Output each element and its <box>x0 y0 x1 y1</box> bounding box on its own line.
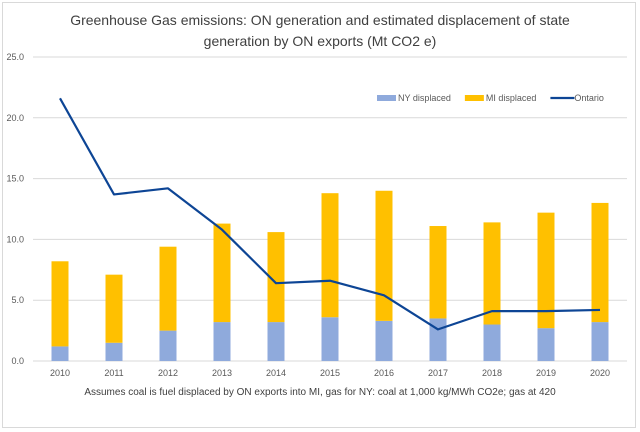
x-tick-label: 2014 <box>266 368 286 378</box>
bar-ny-displaced <box>537 328 555 361</box>
y-tick-label: 0.0 <box>11 356 24 366</box>
x-tick-label: 2018 <box>482 368 502 378</box>
chart-footnote: Assumes coal is fuel displaced by ON exp… <box>84 387 556 398</box>
x-tick-label: 2019 <box>536 368 556 378</box>
bar-mi-displaced <box>537 212 555 329</box>
bar-mi-displaced <box>483 222 501 325</box>
bar-ny-displaced <box>591 322 609 361</box>
y-tick-label: 15.0 <box>6 174 24 184</box>
bar-mi-displaced <box>159 246 177 331</box>
chart-title-line1: Greenhouse Gas emissions: ON generation … <box>70 12 570 28</box>
y-tick-label: 20.0 <box>6 113 24 123</box>
x-tick-label: 2010 <box>50 368 70 378</box>
bar-mi-displaced <box>105 274 123 343</box>
bar-ny-displaced <box>213 322 231 361</box>
x-tick-label: 2017 <box>428 368 448 378</box>
bar-ny-displaced <box>375 320 393 361</box>
bar-mi-displaced <box>213 223 231 323</box>
y-tick-label: 5.0 <box>11 295 24 305</box>
x-tick-label: 2020 <box>590 368 610 378</box>
bar-ny-displaced <box>267 322 285 361</box>
bar-mi-displaced <box>51 261 69 347</box>
bar-mi-displaced <box>267 232 285 323</box>
x-tick-label: 2015 <box>320 368 340 378</box>
x-tick-label: 2016 <box>374 368 394 378</box>
bar-ny-displaced <box>159 330 177 361</box>
legend-label: Ontario <box>574 93 604 103</box>
legend-swatch <box>464 95 484 101</box>
chart-border <box>2 2 636 428</box>
bar-ny-displaced <box>105 342 123 361</box>
legend-label: MI displaced <box>486 93 537 103</box>
y-tick-label: 25.0 <box>6 52 24 62</box>
bar-mi-displaced <box>429 226 447 319</box>
legend-swatch <box>377 95 396 101</box>
x-tick-label: 2011 <box>104 368 123 378</box>
bar-mi-displaced <box>375 190 393 321</box>
chart-title-line2: generation by ON exports (Mt CO2 e) <box>203 33 437 49</box>
x-tick-label: 2013 <box>212 368 232 378</box>
bar-mi-displaced <box>321 193 339 318</box>
bar-ny-displaced <box>51 346 69 361</box>
x-tick-label: 2012 <box>158 368 178 378</box>
bar-mi-displaced <box>591 202 609 323</box>
bar-ny-displaced <box>483 324 501 361</box>
bar-ny-displaced <box>321 317 339 361</box>
legend-label: NY displaced <box>398 93 451 103</box>
line-ontario <box>59 97 601 331</box>
y-tick-label: 10.0 <box>6 234 24 244</box>
